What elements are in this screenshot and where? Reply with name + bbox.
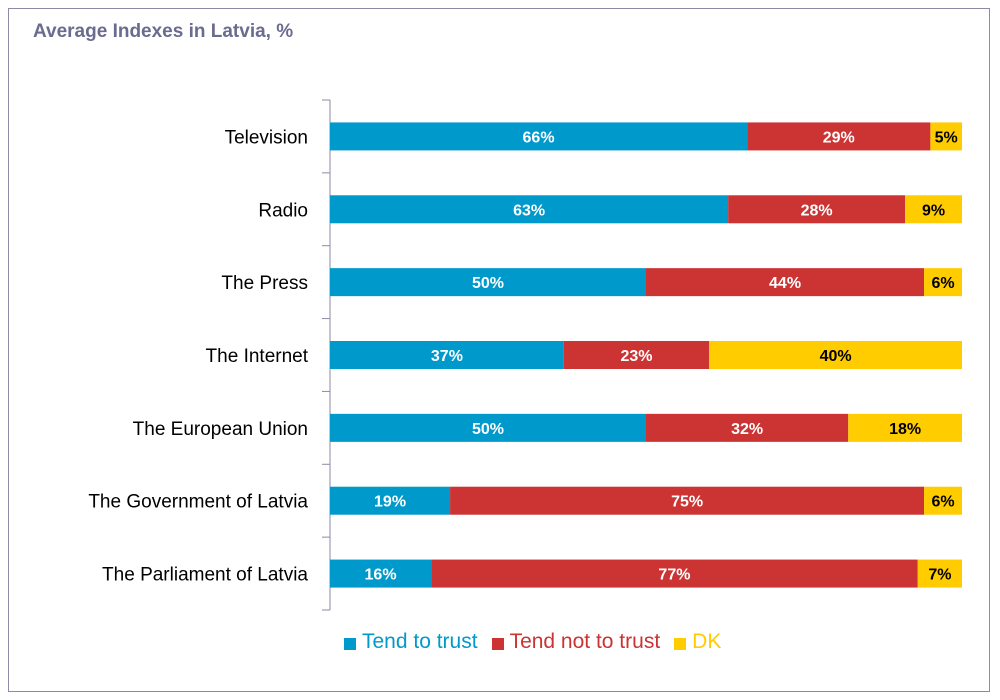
bar-segment [924, 486, 962, 515]
data-label: 18% [889, 421, 921, 438]
bar-segment [330, 268, 646, 297]
legend: Tend to trust Tend not to trust DK [344, 630, 735, 654]
data-label: 37% [431, 348, 463, 365]
bar-segment [709, 341, 962, 369]
category-label: The Internet [206, 346, 309, 367]
data-label: 7% [928, 567, 951, 584]
bar-segment [646, 413, 849, 442]
category-axis [322, 99, 331, 611]
category-label: The Press [221, 273, 308, 294]
bar-segment [905, 195, 962, 224]
bar-segment [450, 486, 925, 515]
category-label: The Parliament of Latvia [102, 565, 308, 586]
category-label: Radio [258, 200, 308, 221]
data-label: 32% [731, 421, 763, 438]
legend-label: DK [692, 630, 722, 653]
bar-segment [930, 122, 962, 151]
bar-segment [728, 195, 906, 224]
legend-label: Tend not to trust [509, 630, 661, 653]
data-label: 9% [922, 202, 945, 219]
legend-item: DK [674, 630, 721, 654]
bar-segment [330, 341, 564, 369]
bar-segment [646, 268, 925, 297]
bar-segment [917, 559, 962, 588]
bar-segment [330, 413, 646, 442]
data-label: 40% [820, 348, 852, 365]
legend-swatch [674, 638, 687, 650]
bar-segment [330, 486, 451, 515]
data-label: 50% [472, 421, 504, 438]
bar-segment [747, 122, 931, 151]
legend-swatch [491, 638, 504, 650]
chart-title: Average Indexes in Latvia, % [33, 21, 294, 42]
bar-segment [848, 413, 962, 442]
legend-swatch [344, 638, 356, 650]
category-label: Television [225, 127, 308, 148]
legend-item: Tend to trust [344, 630, 478, 654]
legend-label: Tend to trust [362, 630, 478, 653]
data-label: 29% [823, 129, 855, 146]
data-label: 66% [523, 129, 555, 146]
bar-segment [330, 122, 748, 151]
data-label: 28% [801, 202, 833, 219]
data-label: 5% [935, 129, 958, 146]
value-labels: 66% 29% 5% 63% 28% 9% 50% 44% 6% 37% 23% 40% 50% 32% 1… [365, 129, 958, 583]
data-label: 63% [513, 202, 545, 219]
bar-segment [330, 195, 729, 224]
data-label: 44% [769, 275, 801, 292]
data-label: 6% [931, 494, 954, 511]
bar-segment [563, 341, 710, 369]
bar-segment [924, 268, 962, 297]
legend-item: Tend not to trust [491, 630, 661, 654]
data-label: 50% [472, 275, 504, 292]
bars [330, 122, 962, 588]
data-label: 23% [621, 348, 653, 365]
data-label: 75% [671, 494, 703, 511]
category-labels: Television Radio The Press The Internet The … [88, 127, 308, 585]
data-label: 77% [658, 567, 690, 584]
data-label: 19% [374, 494, 406, 511]
data-label: 16% [365, 567, 397, 584]
bar-segment [330, 559, 432, 588]
category-label: The European Union [133, 419, 308, 440]
category-label: The Government of Latvia [88, 492, 308, 513]
data-label: 6% [931, 275, 954, 292]
bar-segment [431, 559, 918, 588]
